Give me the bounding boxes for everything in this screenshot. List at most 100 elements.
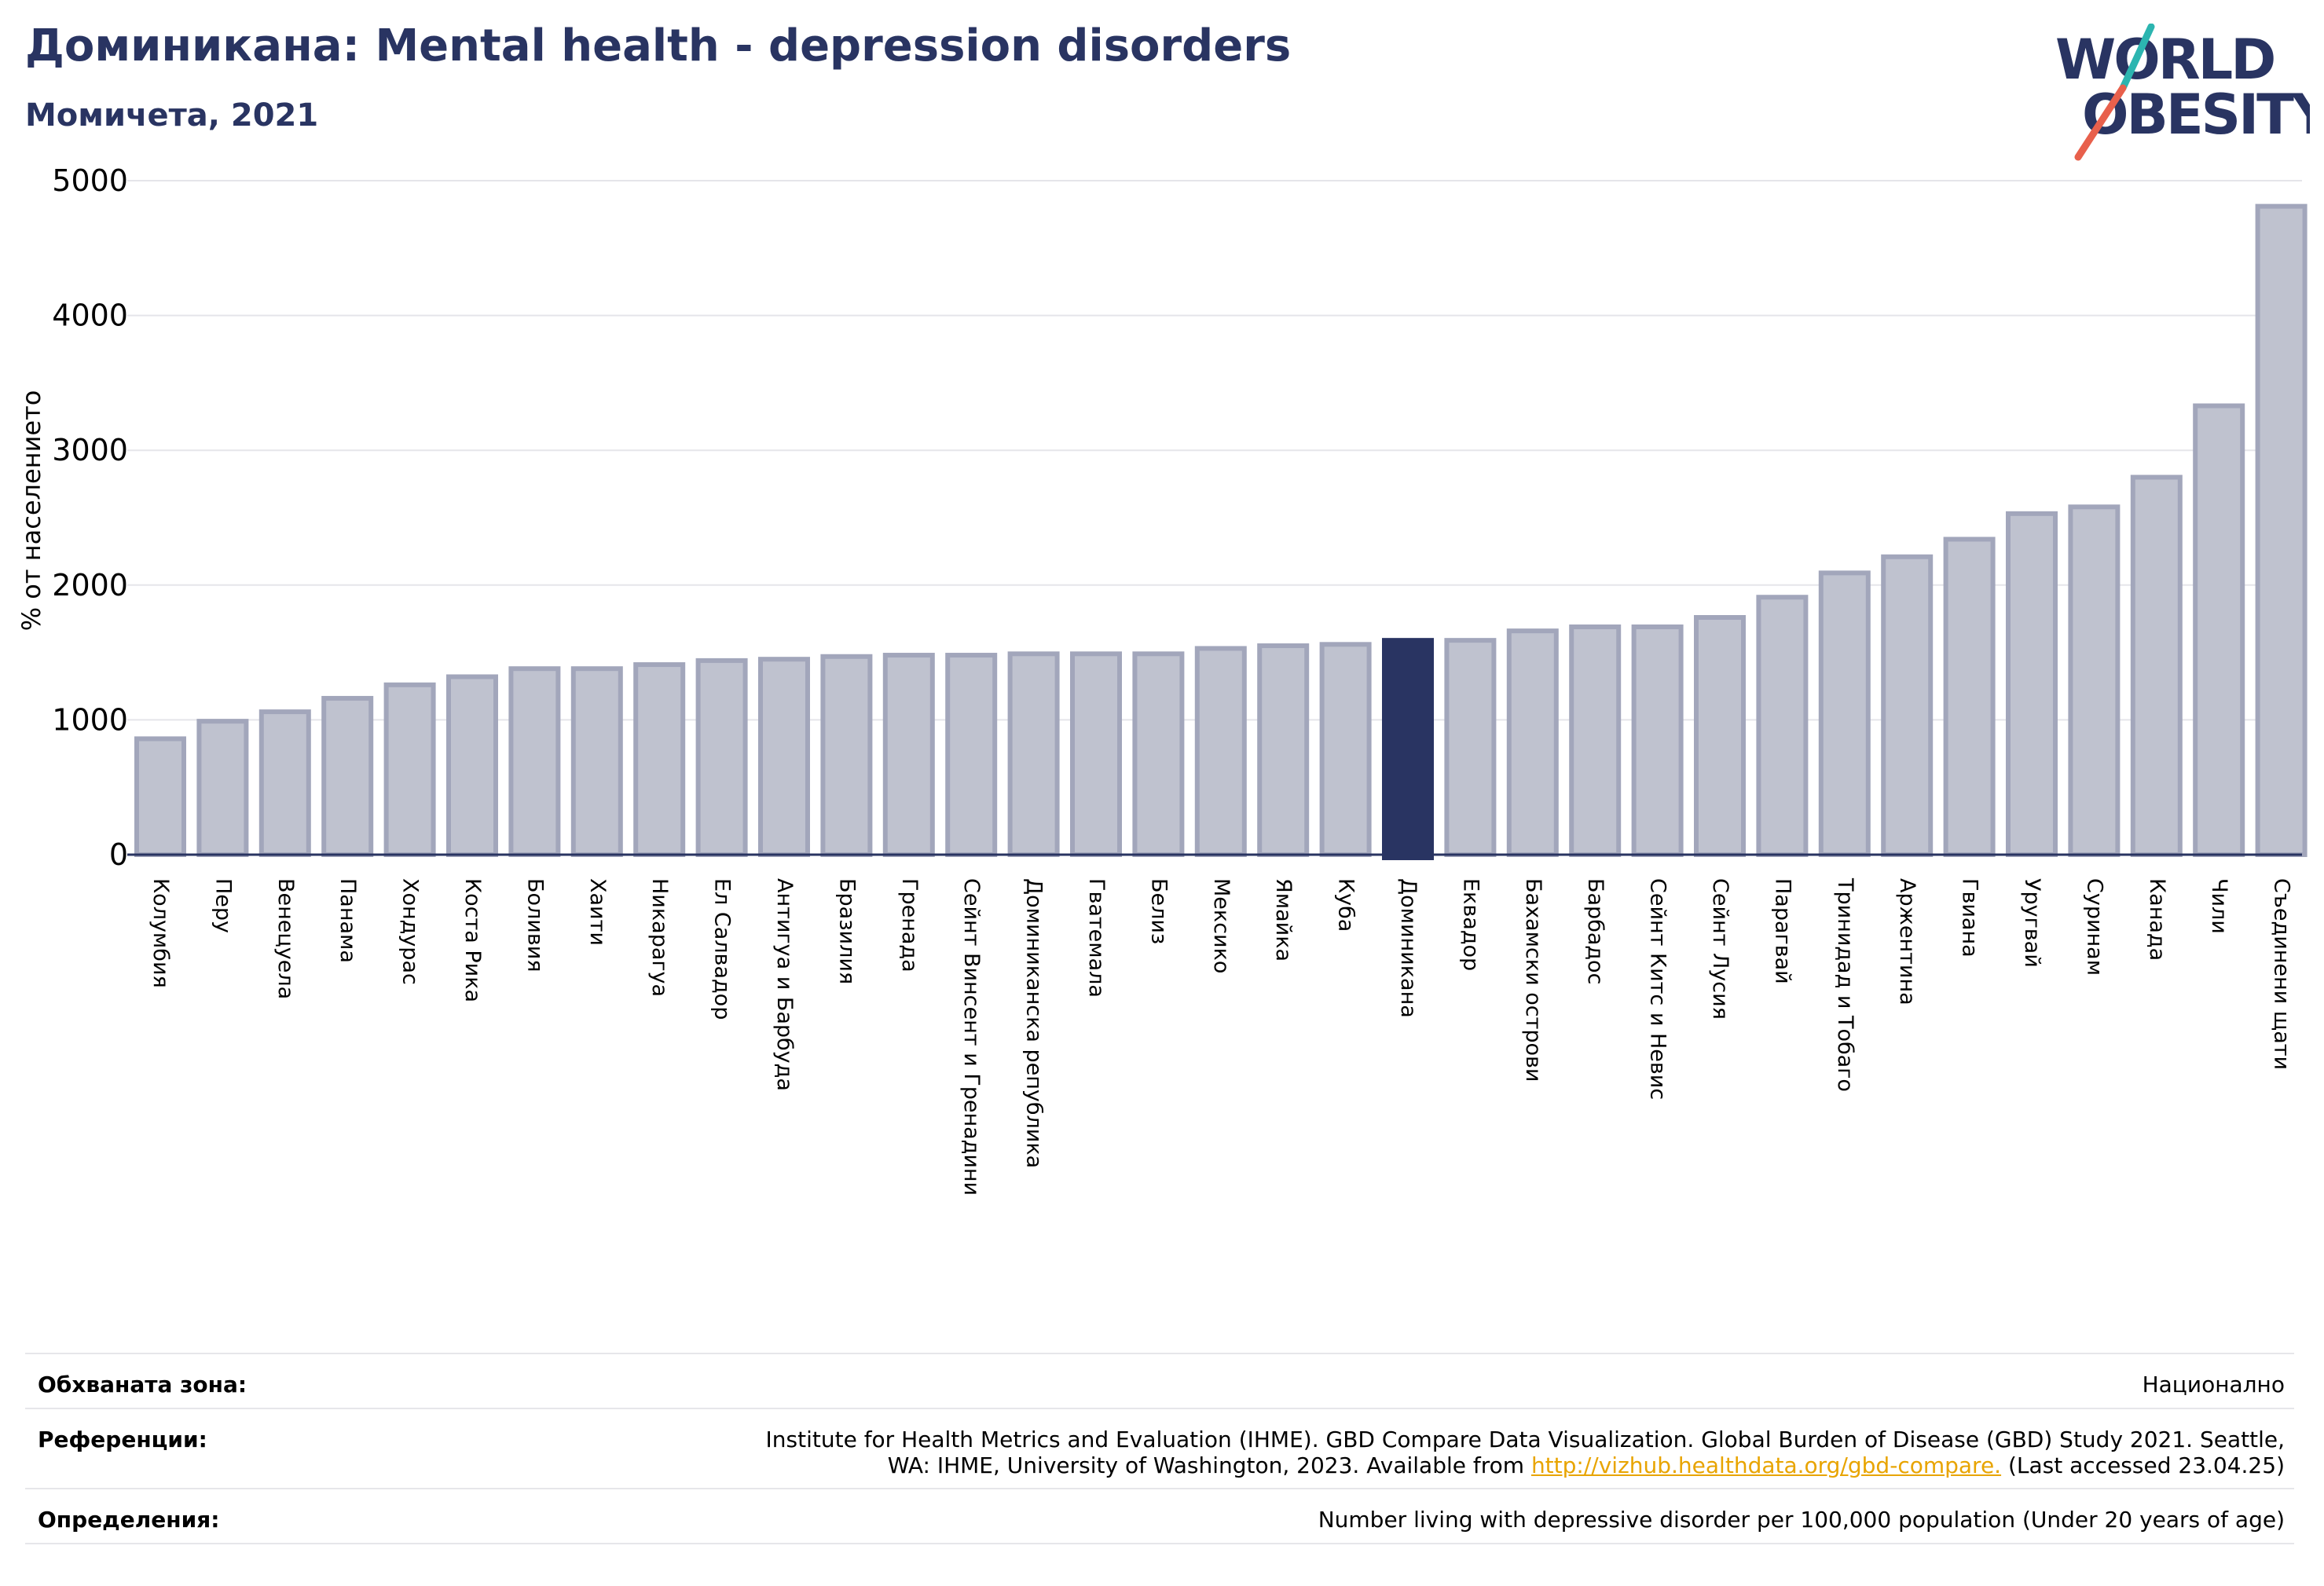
references-label: Референции: xyxy=(38,1427,207,1452)
bar xyxy=(2006,511,2058,857)
y-tick-label: 2000 xyxy=(52,568,128,603)
bar xyxy=(196,719,249,858)
x-tick-label: Бахамски острови xyxy=(1521,878,1545,1082)
x-tick-label: Тринидад и Тобаго xyxy=(1833,877,1857,1092)
coverage-row: Обхваната зона: Национално xyxy=(25,1353,2294,1397)
bar xyxy=(446,674,498,857)
bar xyxy=(945,653,998,857)
x-tick-labels: Колумбия Перу Венецуела Панама Хондурас Коста… xyxy=(148,877,2294,1196)
bar xyxy=(570,666,623,858)
definitions-row: Определения: Number living with depressi… xyxy=(25,1488,2294,1533)
footer-bottom-divider xyxy=(25,1543,2294,1544)
logo-line-1: WORLD xyxy=(2055,27,2274,92)
references-line-1: Institute for Health Metrics and Evaluat… xyxy=(765,1427,2285,1452)
x-tick-label: Еквадор xyxy=(1458,878,1483,971)
references-value: Institute for Health Metrics and Evaluat… xyxy=(766,1427,2285,1478)
x-tick-label: Боливия xyxy=(522,878,547,972)
x-tick-label: Гвиана xyxy=(1958,878,1982,958)
bar xyxy=(1194,646,1247,858)
bar xyxy=(1132,651,1185,857)
x-tick-label: Панама xyxy=(335,878,360,963)
bar xyxy=(2255,203,2308,857)
x-tick-label: Гватемала xyxy=(1084,878,1109,998)
x-tick-label: Мексико xyxy=(1209,878,1233,973)
x-tick-label: Венецуела xyxy=(273,878,298,999)
bar xyxy=(1444,638,1497,857)
bar xyxy=(1881,554,1934,857)
coverage-value: Национално xyxy=(2142,1372,2285,1397)
x-tick-label: Парагвай xyxy=(1770,878,1794,984)
bar xyxy=(2130,474,2183,858)
coverage-label: Обхваната зона: xyxy=(38,1372,247,1397)
page-subtitle: Момичета, 2021 xyxy=(25,97,319,134)
y-tick-labels: 0 1000 2000 3000 4000 5000 xyxy=(52,163,128,872)
references-line-2-suffix: (Last accessed 23.04.25) xyxy=(2001,1452,2285,1478)
references-line-2-prefix: WA: IHME, University of Washington, 2023… xyxy=(887,1452,1531,1478)
x-tick-label: Аржентина xyxy=(1895,878,1919,1005)
world-obesity-logo: WORLD OBESITY xyxy=(2055,24,2310,161)
y-tick-label: 3000 xyxy=(52,433,128,467)
x-tick-label: Суринам xyxy=(2082,878,2106,976)
y-axis-label: % от населението xyxy=(16,390,46,632)
page-title: Доминикана: Mental health - depression d… xyxy=(25,20,1292,71)
bar xyxy=(2193,403,2245,857)
bar xyxy=(1257,643,1310,858)
bar xyxy=(1506,628,1559,857)
definitions-label: Определения: xyxy=(38,1507,220,1533)
bar xyxy=(1569,624,1622,857)
references-row: Референции: Institute for Health Metrics… xyxy=(25,1408,2294,1478)
logo-slash-teal xyxy=(2119,24,2155,92)
x-tick-label: Канада xyxy=(2145,878,2169,961)
bar xyxy=(1631,624,1684,857)
x-tick-label: Чили xyxy=(2207,878,2231,934)
logo-slash-red xyxy=(2074,84,2127,161)
bar xyxy=(695,657,748,857)
bar xyxy=(633,662,686,857)
bar xyxy=(1756,595,1809,858)
references-line-2: WA: IHME, University of Washington, 2023… xyxy=(766,1452,2285,1478)
x-tick-label: Доминикана xyxy=(1396,878,1420,1018)
bar xyxy=(1943,537,1996,857)
x-tick-label: Барбадос xyxy=(1583,878,1607,984)
y-tick-label: 0 xyxy=(109,837,128,872)
bar xyxy=(882,653,935,857)
bar xyxy=(2068,504,2121,857)
y-tick-label: 5000 xyxy=(52,163,128,198)
x-tick-label: Сейнт Винсент и Гренадини xyxy=(959,878,984,1196)
x-tick-label: Сейнт Китс и Невис xyxy=(1646,878,1670,1100)
bar xyxy=(258,709,311,857)
x-tick-label: Никарагуа xyxy=(647,878,672,997)
x-tick-label: Куба xyxy=(1334,878,1358,932)
bar xyxy=(508,666,561,858)
x-tick-label: Доминиканска република xyxy=(1022,878,1047,1168)
x-tick-label: Перу xyxy=(211,878,235,933)
bars xyxy=(134,203,2308,860)
x-tick-label: Антигуа и Барбуда xyxy=(772,878,797,1091)
x-tick-label: Гренада xyxy=(897,878,922,972)
x-tick-label: Бразилия xyxy=(834,878,859,984)
bar xyxy=(820,654,873,857)
bar xyxy=(1694,614,1746,857)
x-tick-label: Белиз xyxy=(1146,878,1171,944)
bar xyxy=(1319,642,1372,858)
bar-highlighted xyxy=(1382,638,1434,860)
x-tick-label: Ел Салвадор xyxy=(710,878,735,1020)
bar-chart: 0 1000 2000 3000 4000 5000 Колумбия Перу Венецу… xyxy=(52,163,2308,1196)
x-tick-label: Колумбия xyxy=(148,878,173,988)
y-tick-label: 4000 xyxy=(52,299,128,333)
references-link[interactable]: http://vizhub.healthdata.org/gbd-compare… xyxy=(1530,1452,2002,1478)
bar xyxy=(758,657,810,857)
x-tick-label: Сейнт Лусия xyxy=(1708,878,1732,1020)
y-tick-label: 1000 xyxy=(52,702,128,737)
bar xyxy=(134,736,186,858)
bar xyxy=(1007,651,1060,857)
x-tick-label: Ямайка xyxy=(1271,878,1296,961)
x-tick-label: Съединени щати xyxy=(2270,878,2294,1070)
bar xyxy=(1070,651,1122,857)
bar xyxy=(321,695,374,857)
x-tick-label: Хаити xyxy=(585,878,610,946)
x-tick-label: Уругвай xyxy=(2020,878,2044,968)
bar xyxy=(383,682,436,857)
x-tick-label: Коста Рика xyxy=(460,878,485,1002)
definitions-value: Number living with depressive disorder p… xyxy=(1318,1507,2285,1533)
